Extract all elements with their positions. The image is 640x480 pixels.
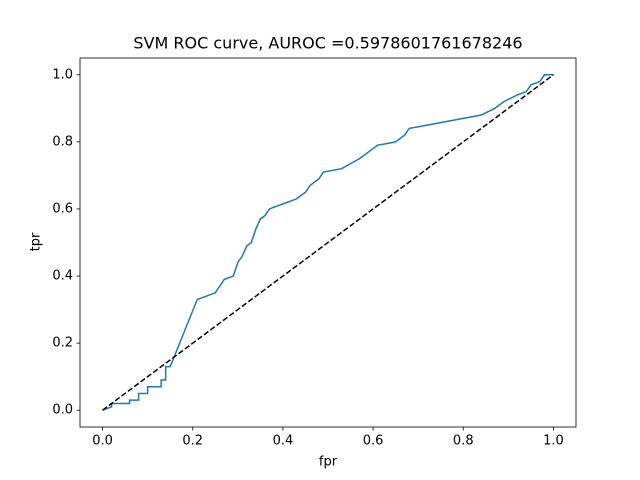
line-series (102, 74, 554, 411)
x-tick-label: 0.6 (363, 434, 384, 449)
y-tick-label: 0.2 (52, 336, 73, 351)
plot-frame (79, 57, 577, 428)
y-tick-label: 0.6 (52, 201, 73, 216)
x-tick-label: 0.0 (92, 434, 113, 449)
x-tick-label: 0.8 (453, 434, 474, 449)
chart-title: SVM ROC curve, AUROC =0.5978601761678246 (133, 34, 522, 53)
y-tick-label: 0.4 (52, 269, 73, 284)
x-tick-label: 1.0 (543, 434, 564, 449)
x-axis-label: fpr (319, 455, 338, 470)
y-tick-label: 0.8 (52, 134, 73, 149)
y-tick-label: 0.0 (52, 403, 73, 418)
x-tick-label: 0.2 (182, 434, 203, 449)
y-axis-label: tpr (29, 232, 44, 251)
x-tick-label: 0.4 (273, 434, 294, 449)
line-series (102, 74, 554, 411)
y-tick-label: 1.0 (52, 67, 73, 82)
